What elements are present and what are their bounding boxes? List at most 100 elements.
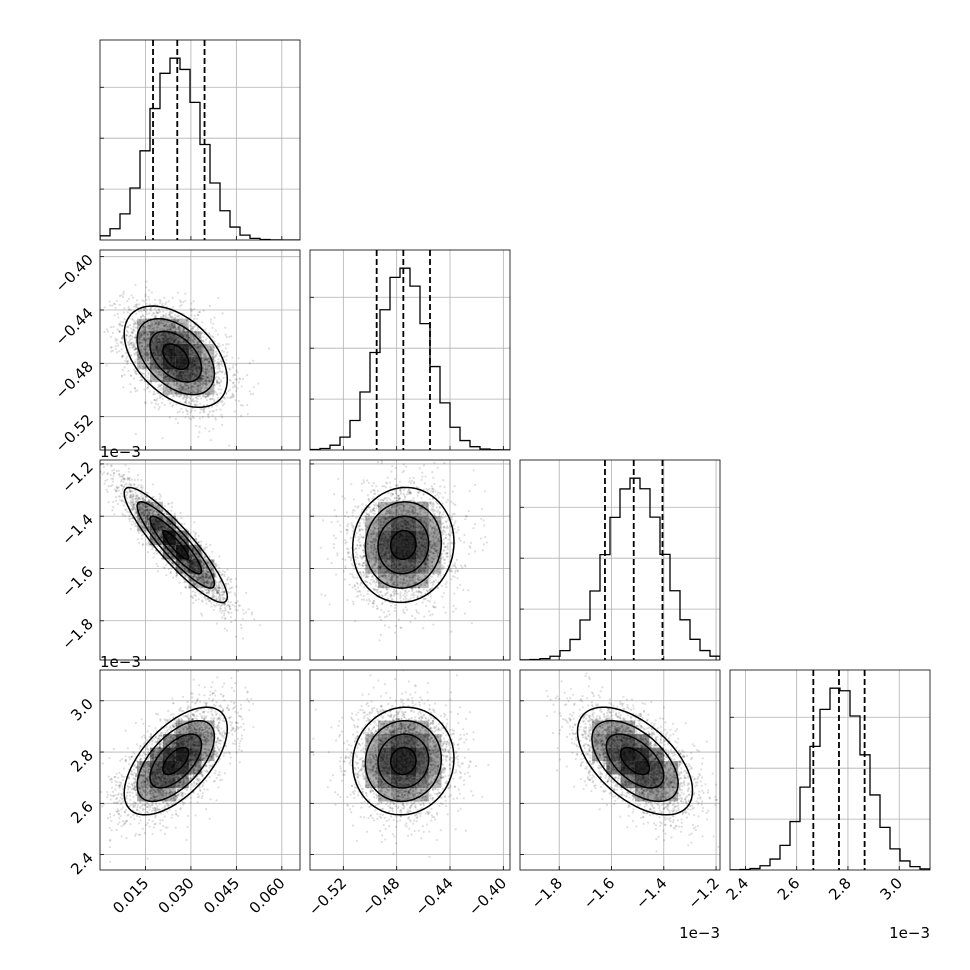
scatter-point [140, 484, 143, 487]
scatter-point [219, 580, 222, 583]
scatter-point [215, 375, 218, 379]
scatter-point [161, 315, 165, 318]
scatter-point [145, 518, 149, 521]
scatter-point [136, 321, 139, 324]
scatter-point [147, 326, 150, 329]
scatter-point [178, 315, 181, 318]
scatter-point [202, 570, 205, 574]
scatter-point [150, 502, 153, 505]
scatter-point [207, 413, 210, 416]
scatter-point [219, 363, 223, 366]
scatter-point [125, 334, 128, 337]
scatter-point [193, 573, 196, 576]
scatter-point [138, 323, 141, 326]
scatter-point [203, 375, 206, 378]
density-cell [201, 369, 215, 382]
scatter-point [157, 373, 160, 376]
scatter-point [161, 535, 164, 538]
scatter-point [133, 352, 136, 355]
scatter-point [179, 394, 182, 398]
scatter-point [160, 395, 163, 398]
scatter-point [220, 413, 223, 416]
scatter-point [118, 473, 121, 476]
scatter-point [117, 495, 120, 498]
scatter-point [115, 490, 118, 493]
scatter-point [133, 360, 136, 363]
scatter-point [193, 341, 196, 344]
panel-0-0 [99, 39, 301, 241]
scatter-point [208, 380, 211, 383]
scatter-point [197, 577, 200, 580]
scatter-point [134, 491, 137, 494]
scatter-point [174, 391, 177, 394]
scatter-point [172, 544, 175, 548]
scatter-point [225, 354, 229, 357]
scatter-point [203, 380, 206, 383]
scatter-point [143, 353, 147, 356]
scatter-point [190, 400, 193, 403]
scatter-point [135, 500, 138, 503]
scatter-point [169, 327, 172, 330]
scatter-point [141, 332, 144, 335]
scatter-point [133, 349, 136, 352]
scatter-point [195, 382, 198, 385]
scatter-point [131, 332, 134, 335]
scatter-point [228, 368, 231, 371]
scatter-point [196, 395, 199, 398]
scatter-point [202, 340, 205, 343]
scatter-point [179, 327, 182, 330]
scatter-point [156, 538, 159, 541]
scatter-point [105, 328, 109, 331]
scatter-point [167, 382, 170, 385]
scatter-point [127, 325, 130, 328]
scatter-point [129, 334, 132, 337]
scatter-point [141, 328, 144, 331]
scatter-point [199, 576, 202, 580]
scatter-point [162, 322, 165, 325]
scatter-point [114, 496, 118, 499]
scatter-point [166, 389, 169, 392]
scatter-point [146, 514, 149, 517]
scatter-point [191, 399, 194, 402]
scatter-point [206, 375, 210, 379]
scatter-point [208, 591, 211, 595]
scatter-point [208, 392, 211, 395]
scatter-point [150, 509, 153, 512]
scatter-point [228, 607, 231, 611]
scatter-point [153, 378, 156, 381]
scatter-point [200, 387, 203, 390]
scatter-point [135, 353, 138, 356]
scatter-point [195, 331, 198, 334]
scatter-point [189, 556, 193, 559]
scatter-point [174, 326, 177, 329]
scatter-point [167, 526, 170, 530]
scatter-point [184, 323, 187, 326]
scatter-point [161, 387, 164, 390]
scatter-point [210, 375, 213, 378]
scatter-point [138, 507, 141, 510]
scatter-point [218, 555, 221, 558]
scatter-point [212, 595, 216, 598]
scatter-point [149, 325, 152, 328]
scatter-point [132, 328, 135, 331]
scatter-point [165, 326, 168, 329]
scatter-point [253, 618, 256, 621]
scatter-point [185, 559, 188, 562]
scatter-point [185, 319, 189, 322]
scatter-point [168, 325, 171, 328]
scatter-point [211, 352, 214, 355]
scatter-point [127, 467, 130, 470]
scatter-point [137, 496, 141, 500]
scatter-point [131, 331, 134, 334]
scatter-point [176, 319, 179, 323]
scatter-point [92, 433, 94, 435]
scatter-point [143, 520, 146, 523]
scatter-point [126, 329, 129, 333]
scatter-point [150, 536, 153, 540]
scatter-point [157, 372, 161, 375]
scatter-point [212, 589, 215, 592]
scatter-point [132, 503, 135, 507]
scatter-point [159, 384, 162, 388]
scatter-point [213, 390, 216, 393]
scatter-point [190, 554, 193, 557]
